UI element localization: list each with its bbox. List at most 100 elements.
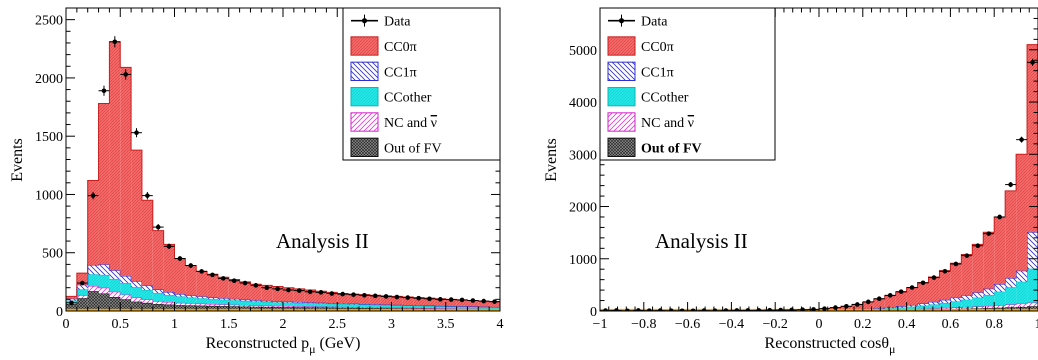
y-tick-label-costheta: 1000 — [569, 253, 597, 268]
data-point-momentum — [380, 294, 392, 299]
bar-ccother-momentum — [141, 290, 153, 300]
data-point-costheta — [1005, 182, 1017, 188]
bar-cc0pi-costheta — [917, 282, 929, 304]
bar-oofv-momentum — [196, 305, 208, 311]
data-point-momentum — [87, 191, 99, 200]
x-tick-label-momentum: 0 — [63, 317, 70, 332]
bar-nc-momentum — [76, 295, 88, 299]
legend-label-oofv: Out of FV — [641, 141, 702, 156]
bar-cc0pi-costheta — [884, 295, 896, 308]
bar-cc1pi-momentum — [196, 296, 208, 299]
bar-cc0pi-costheta — [972, 244, 984, 293]
data-point-momentum — [250, 283, 262, 288]
y-tick-label-momentum: 500 — [42, 247, 63, 262]
bar-nc-costheta — [972, 306, 984, 309]
y-tick-label-momentum: 0 — [56, 305, 63, 320]
bar-nc-costheta — [1016, 303, 1028, 307]
bar-cc0pi-momentum — [315, 291, 327, 303]
bar-cc1pi-momentum — [272, 301, 283, 303]
legend-label-nc: NC and ν — [384, 116, 437, 131]
bar-cc0pi-costheta — [994, 216, 1006, 285]
legend-swatch-ccother — [350, 87, 379, 107]
data-point-costheta — [917, 280, 929, 286]
data-point-costheta — [994, 214, 1006, 220]
bar-ccother-momentum — [478, 307, 490, 309]
bar-ccother-momentum — [315, 303, 327, 307]
x-tick-label-momentum: 1 — [171, 317, 178, 332]
bar-cc0pi-momentum — [174, 258, 186, 295]
bar-cc0pi-momentum — [456, 299, 468, 307]
bar-nc-momentum — [87, 285, 99, 292]
bar-nc-momentum — [228, 304, 240, 307]
x-tick-label-momentum: 3 — [388, 317, 395, 332]
bar-cc0pi-costheta — [851, 304, 863, 310]
legend-swatch-oofv — [350, 137, 379, 158]
bar-cc1pi-momentum — [109, 270, 121, 279]
bar-ccother-momentum — [348, 304, 359, 308]
bar-nc-costheta — [950, 307, 962, 309]
y-tick-label-momentum: 2500 — [35, 14, 63, 29]
bar-nc-momentum — [217, 304, 229, 307]
data-point-costheta — [731, 308, 743, 311]
legend-swatch-data — [608, 14, 635, 27]
bar-ccother-momentum — [445, 306, 457, 309]
bar-ccother-momentum — [467, 306, 479, 309]
bar-cc1pi-costheta — [884, 307, 896, 309]
bar-ccother-momentum — [109, 278, 121, 292]
bar-cc0pi-costheta — [895, 292, 907, 307]
data-point-costheta — [884, 293, 896, 298]
bar-cc0pi-momentum — [120, 67, 132, 277]
data-point-momentum — [456, 297, 468, 303]
data-point-momentum — [120, 69, 132, 80]
legend-label-nc: NC and ν — [641, 116, 694, 131]
x-tick-label-momentum: 0.5 — [112, 317, 130, 332]
bar-cc1pi-costheta — [961, 295, 973, 300]
data-point-momentum — [196, 269, 208, 274]
data-point-momentum — [261, 285, 273, 290]
bar-cc0pi-costheta — [950, 263, 962, 298]
data-point-momentum — [283, 287, 294, 293]
bar-cc1pi-costheta — [994, 284, 1006, 292]
y-tick-label-momentum: 2000 — [35, 72, 63, 87]
legend-costheta: Data CC0π CC1π CCother NC and ν Out of FV — [599, 7, 776, 161]
bar-cc1pi-momentum — [217, 298, 229, 300]
legend-label-cc0pi: CC0π — [641, 40, 674, 55]
data-point-momentum — [391, 294, 403, 300]
data-point-momentum — [174, 256, 186, 262]
bar-ccother-momentum — [380, 305, 392, 308]
bar-ccother-costheta — [917, 305, 929, 309]
data-point-momentum — [163, 243, 175, 250]
bar-cc0pi-momentum — [98, 103, 110, 265]
bar-ccother-costheta — [983, 294, 995, 306]
data-point-momentum — [76, 280, 88, 286]
bar-cc0pi-momentum — [326, 292, 338, 304]
data-point-momentum — [424, 296, 435, 302]
data-point-costheta — [753, 308, 765, 311]
bar-cc0pi-costheta — [939, 270, 951, 300]
y-tick-label-costheta: 4000 — [569, 96, 597, 111]
bar-ccother-momentum — [456, 306, 468, 309]
x-tick-label-momentum: 3.5 — [437, 317, 455, 332]
bar-cc1pi-momentum — [98, 264, 110, 275]
legend-swatch-cc0pi — [350, 36, 379, 56]
data-point-momentum — [293, 288, 305, 293]
data-point-momentum — [98, 85, 110, 96]
data-point-momentum — [358, 292, 370, 298]
bar-ccother-momentum — [434, 306, 446, 309]
legend-swatch-nc — [607, 112, 636, 132]
legend-label-cc1pi: CC1π — [641, 65, 674, 80]
data-point-momentum — [348, 292, 359, 297]
bar-cc0pi-momentum — [76, 273, 88, 285]
bar-cc1pi-momentum — [185, 295, 197, 298]
legend-swatch-cc1pi — [350, 61, 379, 82]
bar-cc1pi-costheta — [917, 303, 929, 306]
bar-cc0pi-momentum — [152, 230, 164, 290]
bar-nc-momentum — [250, 305, 262, 307]
bar-nc-momentum — [196, 303, 208, 306]
chart-momentum: 0 0.5 1 1.5 2 2.5 3 3.5 4 0 500 1000 1500 2000 2500 Eve… — [9, 7, 504, 356]
bar-oofv-momentum — [163, 304, 175, 311]
bar-ccother-momentum — [76, 289, 88, 296]
x-tick-label-momentum: 1.5 — [220, 317, 238, 332]
data-point-costheta — [851, 302, 863, 307]
